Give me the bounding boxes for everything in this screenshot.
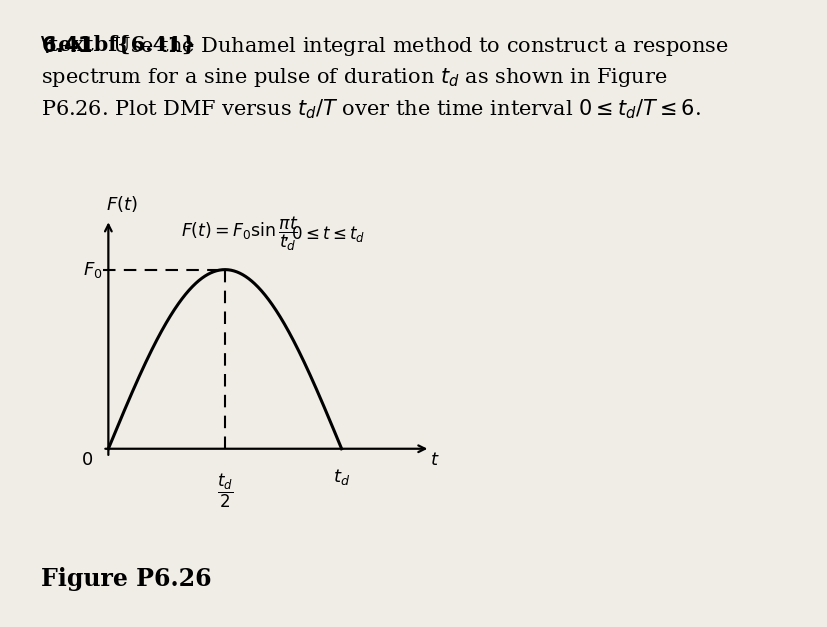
Text: $, 0 \leq t \leq t_d$: $, 0 \leq t \leq t_d$ <box>284 224 366 244</box>
Text: \textbf{6.41}: \textbf{6.41} <box>41 34 196 55</box>
Text: $\dfrac{t_d}{2}$: $\dfrac{t_d}{2}$ <box>217 472 233 510</box>
Text: $0$: $0$ <box>81 451 93 468</box>
Text: $t$: $t$ <box>430 451 440 468</box>
Text: Figure P6.26: Figure P6.26 <box>41 567 212 591</box>
Text: $\mathbf{6.41}$   Use the Duhamel integral method to construct a response: $\mathbf{6.41}$ Use the Duhamel integral… <box>41 34 729 58</box>
Text: spectrum for a sine pulse of duration $t_d$ as shown in Figure: spectrum for a sine pulse of duration $t… <box>41 66 667 89</box>
Text: $F_0$: $F_0$ <box>83 260 103 280</box>
Text: P6.26. Plot DMF versus $t_d/T$ over the time interval $0 \leq t_d/T \leq 6$.: P6.26. Plot DMF versus $t_d/T$ over the … <box>41 97 701 121</box>
Text: $F(t)$: $F(t)$ <box>106 194 138 214</box>
Text: $F(t) = F_0 \sin \dfrac{\pi t}{t_d}$: $F(t) = F_0 \sin \dfrac{\pi t}{t_d}$ <box>180 214 298 253</box>
Text: $t_d$: $t_d$ <box>333 466 350 487</box>
